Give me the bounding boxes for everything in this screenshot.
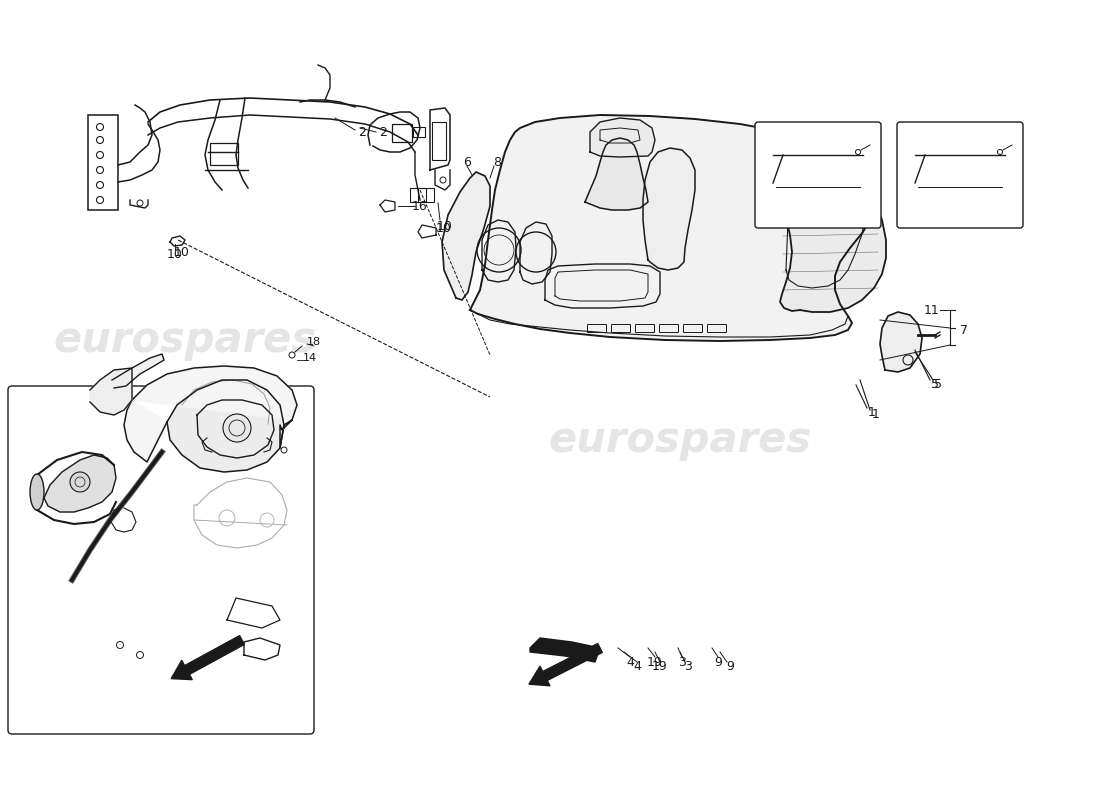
Text: 10: 10 bbox=[437, 219, 453, 233]
Polygon shape bbox=[112, 354, 164, 388]
Text: 7: 7 bbox=[956, 198, 964, 208]
Polygon shape bbox=[167, 380, 284, 472]
Text: 21: 21 bbox=[825, 172, 839, 182]
Text: 5: 5 bbox=[934, 378, 942, 390]
Bar bbox=[410, 188, 426, 202]
Polygon shape bbox=[175, 634, 248, 658]
Polygon shape bbox=[644, 148, 695, 270]
Text: eurospares: eurospares bbox=[54, 319, 317, 361]
FancyArrow shape bbox=[172, 636, 244, 680]
Polygon shape bbox=[585, 138, 648, 210]
Text: 7: 7 bbox=[960, 323, 968, 337]
Text: 6: 6 bbox=[463, 155, 471, 169]
Text: 1: 1 bbox=[872, 407, 880, 421]
Text: 9: 9 bbox=[714, 655, 722, 669]
Text: 9: 9 bbox=[726, 659, 734, 673]
Text: 17: 17 bbox=[113, 653, 128, 663]
Text: 10: 10 bbox=[436, 222, 452, 234]
Polygon shape bbox=[470, 115, 874, 341]
Text: 3: 3 bbox=[684, 659, 692, 673]
FancyBboxPatch shape bbox=[755, 122, 881, 228]
Polygon shape bbox=[132, 366, 297, 448]
Text: 16: 16 bbox=[412, 199, 428, 213]
Circle shape bbox=[223, 414, 251, 442]
Bar bbox=[210, 143, 238, 165]
Text: 1: 1 bbox=[868, 406, 876, 418]
Polygon shape bbox=[442, 172, 490, 300]
Polygon shape bbox=[530, 638, 600, 662]
Text: eurospares: eurospares bbox=[549, 419, 812, 461]
Text: 10: 10 bbox=[167, 249, 183, 262]
Circle shape bbox=[70, 472, 90, 492]
Bar bbox=[432, 122, 446, 160]
Text: 3: 3 bbox=[678, 655, 686, 669]
Ellipse shape bbox=[30, 474, 44, 510]
Text: 2: 2 bbox=[359, 126, 366, 139]
Polygon shape bbox=[197, 400, 274, 458]
Text: 10: 10 bbox=[174, 246, 190, 259]
Polygon shape bbox=[776, 150, 886, 312]
Text: 4: 4 bbox=[634, 659, 641, 673]
Text: 7: 7 bbox=[814, 198, 822, 208]
Text: 11: 11 bbox=[924, 303, 939, 317]
FancyBboxPatch shape bbox=[8, 386, 313, 734]
Text: 20: 20 bbox=[10, 433, 24, 443]
Polygon shape bbox=[880, 312, 922, 372]
Text: 11: 11 bbox=[793, 172, 807, 182]
Text: 2: 2 bbox=[379, 126, 387, 139]
Polygon shape bbox=[44, 455, 116, 512]
Bar bbox=[418, 188, 434, 202]
Polygon shape bbox=[590, 118, 654, 157]
Text: 12: 12 bbox=[10, 415, 24, 425]
Text: 19: 19 bbox=[652, 659, 668, 673]
Text: 21: 21 bbox=[967, 172, 981, 182]
Text: 19: 19 bbox=[647, 655, 663, 669]
Text: 11: 11 bbox=[935, 172, 949, 182]
Text: 14: 14 bbox=[302, 353, 317, 363]
Text: 15: 15 bbox=[133, 663, 147, 673]
Text: 16: 16 bbox=[295, 450, 309, 460]
Bar bbox=[88, 115, 118, 210]
Text: 8: 8 bbox=[493, 155, 500, 169]
Polygon shape bbox=[124, 400, 167, 462]
FancyBboxPatch shape bbox=[896, 122, 1023, 228]
Text: 13: 13 bbox=[10, 453, 24, 463]
Text: 4: 4 bbox=[626, 655, 634, 669]
Bar bbox=[412, 127, 425, 137]
FancyArrow shape bbox=[529, 643, 603, 686]
Bar bbox=[392, 124, 412, 142]
Text: 5: 5 bbox=[931, 378, 939, 390]
Text: 18: 18 bbox=[307, 337, 321, 347]
Polygon shape bbox=[90, 368, 132, 415]
